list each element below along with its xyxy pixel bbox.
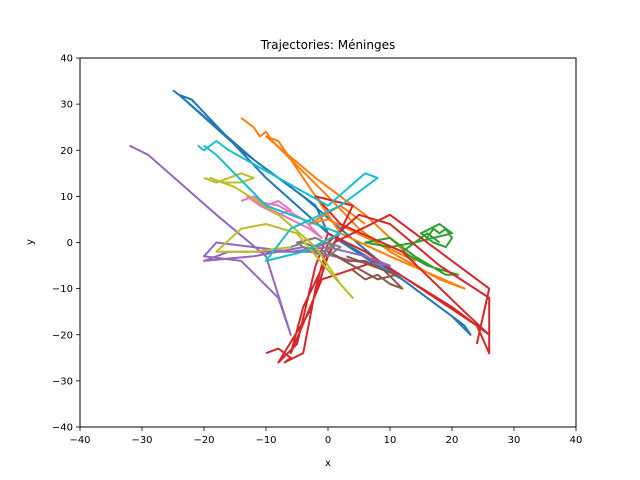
y-axis-label: y	[25, 239, 36, 245]
y-tick-label: 10	[60, 192, 73, 203]
x-tick-label: −40	[69, 435, 90, 446]
y-tick-label: −20	[52, 330, 73, 341]
trajectory-line-2	[240, 117, 466, 290]
y-tick-label: −40	[52, 423, 73, 434]
x-tick-label: −20	[193, 435, 214, 446]
y-tick-label: 0	[67, 238, 73, 249]
x-tick-label: 0	[325, 435, 331, 446]
x-tick-label: −10	[255, 435, 276, 446]
chart-title: Trajectories: Méninges	[260, 38, 396, 52]
trajectory-line-3	[364, 223, 460, 276]
x-tick-label: −30	[131, 435, 152, 446]
x-axis: −40 −30 −20 −10 0 10 20 30 40	[69, 427, 582, 446]
y-axis: −40 −30 −20 −10 0 10 20 30 40	[52, 54, 80, 434]
x-tick-label: 20	[446, 435, 459, 446]
y-tick-label: −30	[52, 376, 73, 387]
trajectory-line-9	[203, 172, 354, 299]
y-tick-label: 40	[60, 54, 73, 65]
y-tick-label: −10	[52, 284, 73, 295]
x-tick-label: 10	[384, 435, 397, 446]
trajectory-line-6	[327, 250, 404, 290]
series-layer	[129, 89, 491, 364]
trajectory-line-10	[197, 140, 379, 262]
y-tick-label: 20	[60, 146, 73, 157]
trajectory-line-7	[240, 195, 323, 239]
x-tick-label: 40	[570, 435, 583, 446]
x-axis-label: x	[325, 458, 331, 469]
x-tick-label: 30	[508, 435, 521, 446]
y-tick-label: 30	[60, 100, 73, 111]
